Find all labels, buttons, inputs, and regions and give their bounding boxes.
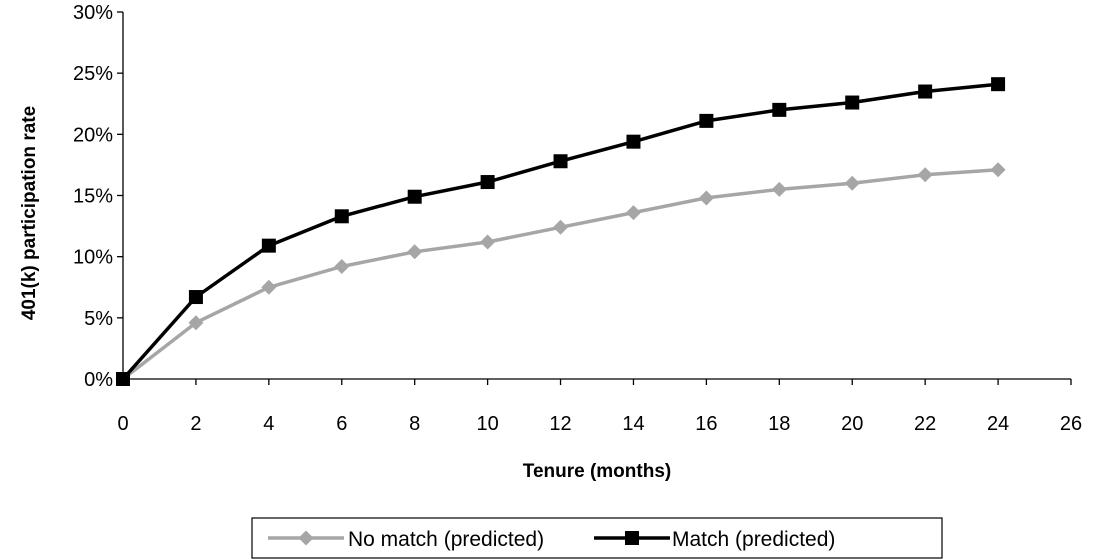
data-point — [188, 315, 204, 331]
data-point — [334, 258, 350, 274]
y-axis-title: 401(k) participation rate — [19, 106, 40, 320]
y-tick-label: 25% — [73, 63, 113, 85]
series-1 — [115, 162, 1006, 387]
x-tick-label: 8 — [409, 413, 420, 435]
y-tick-label: 5% — [84, 308, 113, 330]
x-tick-label: 0 — [117, 413, 128, 435]
data-point — [116, 372, 130, 386]
x-tick-label: 2 — [190, 413, 201, 435]
x-axis-title: Tenure (months) — [523, 461, 671, 482]
data-point — [990, 162, 1006, 178]
x-tick-label: 10 — [476, 413, 498, 435]
axes — [117, 11, 1072, 385]
data-point — [698, 190, 714, 206]
data-point — [553, 154, 568, 169]
x-tick-label: 16 — [695, 413, 717, 435]
data-point — [407, 244, 423, 260]
legend-label: Match (predicted) — [672, 528, 835, 551]
data-point — [626, 134, 641, 149]
series-2 — [116, 77, 1006, 386]
x-tick-label: 26 — [1060, 413, 1082, 435]
x-tick-labels: 0 2 4 6 8 10 12 14 16 18 20 22 24 26 — [117, 413, 1082, 435]
x-tick-label: 6 — [336, 413, 347, 435]
legend-swatch-marker — [298, 530, 314, 546]
y-tick-label: 10% — [73, 247, 113, 269]
y-tick-label: 0% — [84, 369, 113, 391]
x-tick-label: 18 — [768, 413, 790, 435]
legend: No match (predicted) Match (predicted) — [251, 517, 943, 559]
data-point — [771, 181, 787, 197]
y-axis-title-group: 401(k) participation rate — [19, 106, 40, 320]
data-point — [991, 77, 1006, 92]
data-point — [845, 95, 860, 110]
data-point — [334, 209, 349, 224]
data-point — [407, 189, 422, 204]
data-point — [261, 238, 276, 253]
data-point — [480, 175, 495, 190]
series-line — [121, 168, 999, 381]
y-tick-labels: 0% 5% 10% 15% 20% 25% 30% — [73, 2, 113, 391]
x-tick-label: 14 — [622, 413, 644, 435]
x-tick-label: 4 — [263, 413, 274, 435]
data-point — [917, 167, 933, 183]
x-tick-label: 12 — [549, 413, 571, 435]
data-point — [844, 175, 860, 191]
data-point — [772, 102, 787, 117]
x-tick-label: 22 — [914, 413, 936, 435]
legend-swatch-marker — [625, 531, 639, 545]
data-point — [918, 84, 933, 99]
data-point — [553, 219, 569, 235]
data-point — [188, 290, 203, 305]
x-tick-label: 24 — [987, 413, 1009, 435]
legend-label: No match (predicted) — [348, 528, 544, 551]
x-tick-label: 20 — [841, 413, 863, 435]
data-point — [480, 234, 496, 250]
data-point — [699, 113, 714, 128]
legend-item-1: No match (predicted) — [268, 528, 544, 551]
series-group — [115, 77, 1006, 387]
data-point — [261, 279, 277, 295]
y-tick-label: 20% — [73, 124, 113, 146]
y-tick-label: 30% — [73, 2, 113, 24]
y-tick-label: 15% — [73, 186, 113, 208]
data-point — [625, 205, 641, 221]
legend-item-2: Match (predicted) — [594, 528, 835, 551]
